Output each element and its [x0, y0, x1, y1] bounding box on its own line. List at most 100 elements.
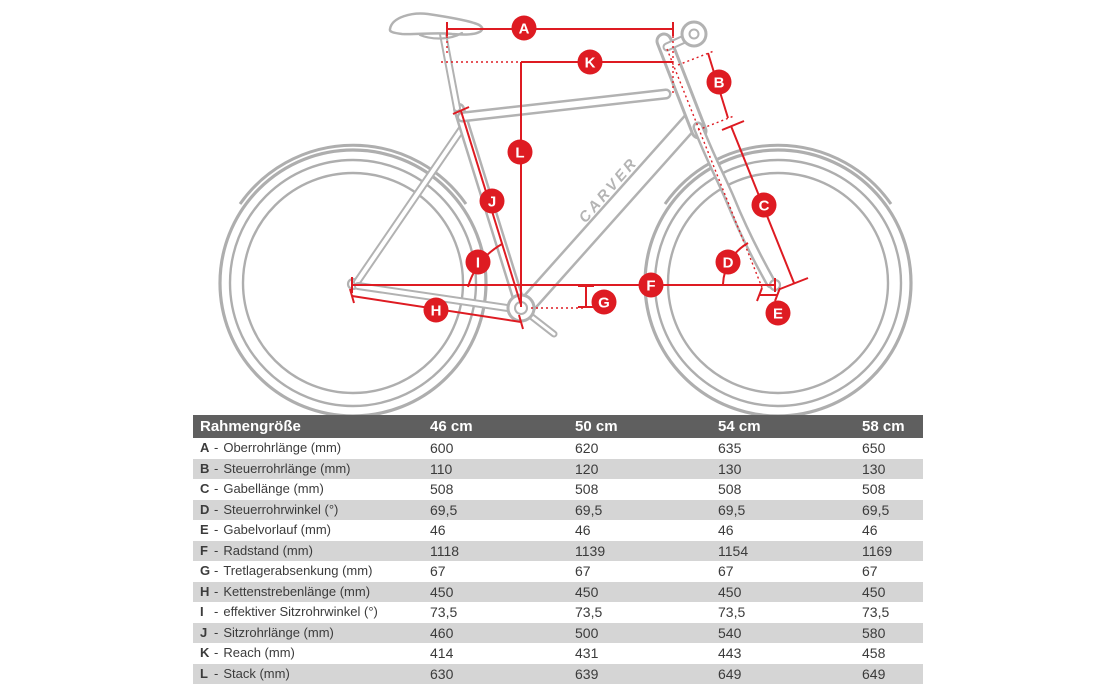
value-46: 110	[430, 460, 453, 477]
value-58: 130	[862, 460, 886, 477]
label-marker-k: K	[577, 49, 603, 75]
svg-text:J: J	[488, 194, 496, 211]
value-58: 649	[862, 665, 886, 682]
row-label: L - Stack (mm)	[200, 665, 290, 681]
value-46: 450	[430, 583, 454, 600]
value-58: 69,5	[862, 501, 890, 518]
header-size-label: Rahmengröße	[200, 418, 301, 435]
svg-text:K: K	[585, 55, 596, 72]
svg-text:B: B	[714, 75, 725, 92]
value-46: 69,5	[430, 501, 458, 518]
label-marker-i: I	[465, 249, 491, 275]
value-50: 450	[575, 583, 599, 600]
value-46: 1118	[430, 542, 460, 559]
table-row: G - Tretlagerabsenkung (mm) 67 67 67 67	[193, 561, 923, 582]
header-col-58: 58 cm	[862, 418, 905, 435]
table-row: D - Steuerrohrwinkel (°) 69,5 69,5 69,5 69…	[193, 499, 923, 520]
value-46: 46	[430, 522, 446, 538]
svg-text:E: E	[773, 306, 783, 323]
value-50: 639	[575, 665, 599, 682]
value-46: 73,5	[430, 604, 458, 620]
label-marker-d: D	[715, 249, 741, 275]
value-54: 508	[718, 481, 742, 497]
label-marker-c: C	[751, 192, 777, 218]
svg-text:C: C	[759, 198, 770, 215]
label-marker-g: G	[591, 289, 617, 315]
table-row: J - Sitzrohrlänge (mm) 460 500 540 580	[193, 622, 923, 643]
value-46: 508	[430, 481, 454, 497]
value-58: 1169	[862, 542, 893, 559]
svg-text:D: D	[723, 255, 734, 272]
value-50: 620	[575, 440, 599, 456]
value-46: 67	[430, 563, 446, 579]
svg-text:I: I	[476, 255, 480, 272]
value-54: 69,5	[718, 501, 746, 518]
table-row: L - Stack (mm) 630 639 649 649	[193, 663, 923, 684]
value-50: 508	[575, 481, 599, 497]
value-58: 450	[862, 583, 886, 600]
svg-text:A: A	[519, 21, 530, 38]
table-row: H - Kettenstrebenlänge (mm) 450 450 450 45…	[193, 581, 923, 602]
value-50: 500	[575, 624, 599, 641]
row-label: J - Sitzrohrlänge (mm)	[200, 624, 334, 640]
table-row: K - Reach (mm) 414 431 443 458	[193, 643, 923, 664]
value-50: 69,5	[575, 501, 603, 518]
header-col-54: 54 cm	[718, 418, 761, 435]
saddle-rail	[418, 31, 464, 40]
row-label: F - Radstand (mm)	[200, 542, 313, 558]
table-row: A - Oberrohrlänge (mm) 600 620 635 650	[193, 438, 923, 459]
value-54: 649	[718, 665, 742, 682]
row-label: I - effektiver Sitzrohrwinkel (°)	[200, 604, 378, 619]
row-label: E - Gabelvorlauf (mm)	[200, 522, 331, 537]
value-54: 73,5	[718, 604, 746, 620]
row-label: A - Oberrohrlänge (mm)	[200, 440, 342, 455]
value-54: 443	[718, 645, 742, 661]
table-row: F - Radstand (mm) 1118 1139 1154 1169	[193, 540, 923, 561]
measurement-lines	[349, 22, 809, 330]
table-row: E - Gabelvorlauf (mm) 46 46 46 46	[193, 520, 923, 541]
header-col-50: 50 cm	[575, 418, 618, 435]
value-50: 46	[575, 522, 591, 538]
table-row: C - Gabellänge (mm) 508 508 508 508	[193, 479, 923, 500]
label-marker-h: H	[423, 297, 449, 323]
value-54: 67	[718, 563, 734, 579]
label-marker-e: E	[765, 300, 791, 326]
value-58: 73,5	[862, 604, 890, 620]
table-row: I - effektiver Sitzrohrwinkel (°) 73,5 73,…	[193, 602, 923, 623]
value-50: 1139	[575, 542, 606, 559]
label-marker-j: J	[479, 188, 505, 214]
value-54: 1154	[718, 542, 749, 559]
svg-text:L: L	[515, 145, 524, 162]
value-50: 431	[575, 645, 599, 661]
rear-fender	[238, 143, 468, 205]
bike-geometry-diagram: CARVER	[218, 12, 913, 415]
value-54: 540	[718, 624, 742, 641]
svg-text:H: H	[431, 303, 442, 320]
value-58: 508	[862, 481, 886, 497]
value-46: 630	[430, 665, 454, 682]
header-col-46: 46 cm	[430, 418, 473, 435]
value-54: 635	[718, 440, 742, 456]
label-marker-f: F	[638, 272, 664, 298]
row-label: C - Gabellänge (mm)	[200, 481, 324, 496]
front-fender	[663, 143, 893, 205]
value-58: 580	[862, 624, 886, 641]
value-50: 67	[575, 563, 591, 579]
value-46: 460	[430, 624, 454, 641]
label-marker-a: A	[511, 15, 537, 41]
value-58: 46	[862, 522, 878, 538]
table-row: B - Steuerrohrlänge (mm) 110 120 130 130	[193, 458, 923, 479]
svg-text:G: G	[598, 295, 610, 312]
value-46: 600	[430, 440, 454, 456]
rear-wheel	[218, 143, 488, 415]
table-body: A - Oberrohrlänge (mm) 600 620 635 650 B-S…	[193, 438, 923, 684]
geometry-table: Rahmengröße 46 cm 50 cm 54 cm 58 cm A - Ob…	[193, 415, 923, 684]
row-label: D - Steuerrohrwinkel (°)	[200, 501, 339, 517]
table-header: Rahmengröße 46 cm 50 cm 54 cm 58 cm	[193, 415, 923, 438]
value-46: 414	[430, 645, 454, 661]
value-54: 450	[718, 583, 742, 600]
row-label: B - Steuerrohrlänge (mm)	[200, 460, 351, 476]
row-label: H - Kettenstrebenlänge (mm)	[200, 583, 371, 599]
saddle	[388, 12, 484, 36]
